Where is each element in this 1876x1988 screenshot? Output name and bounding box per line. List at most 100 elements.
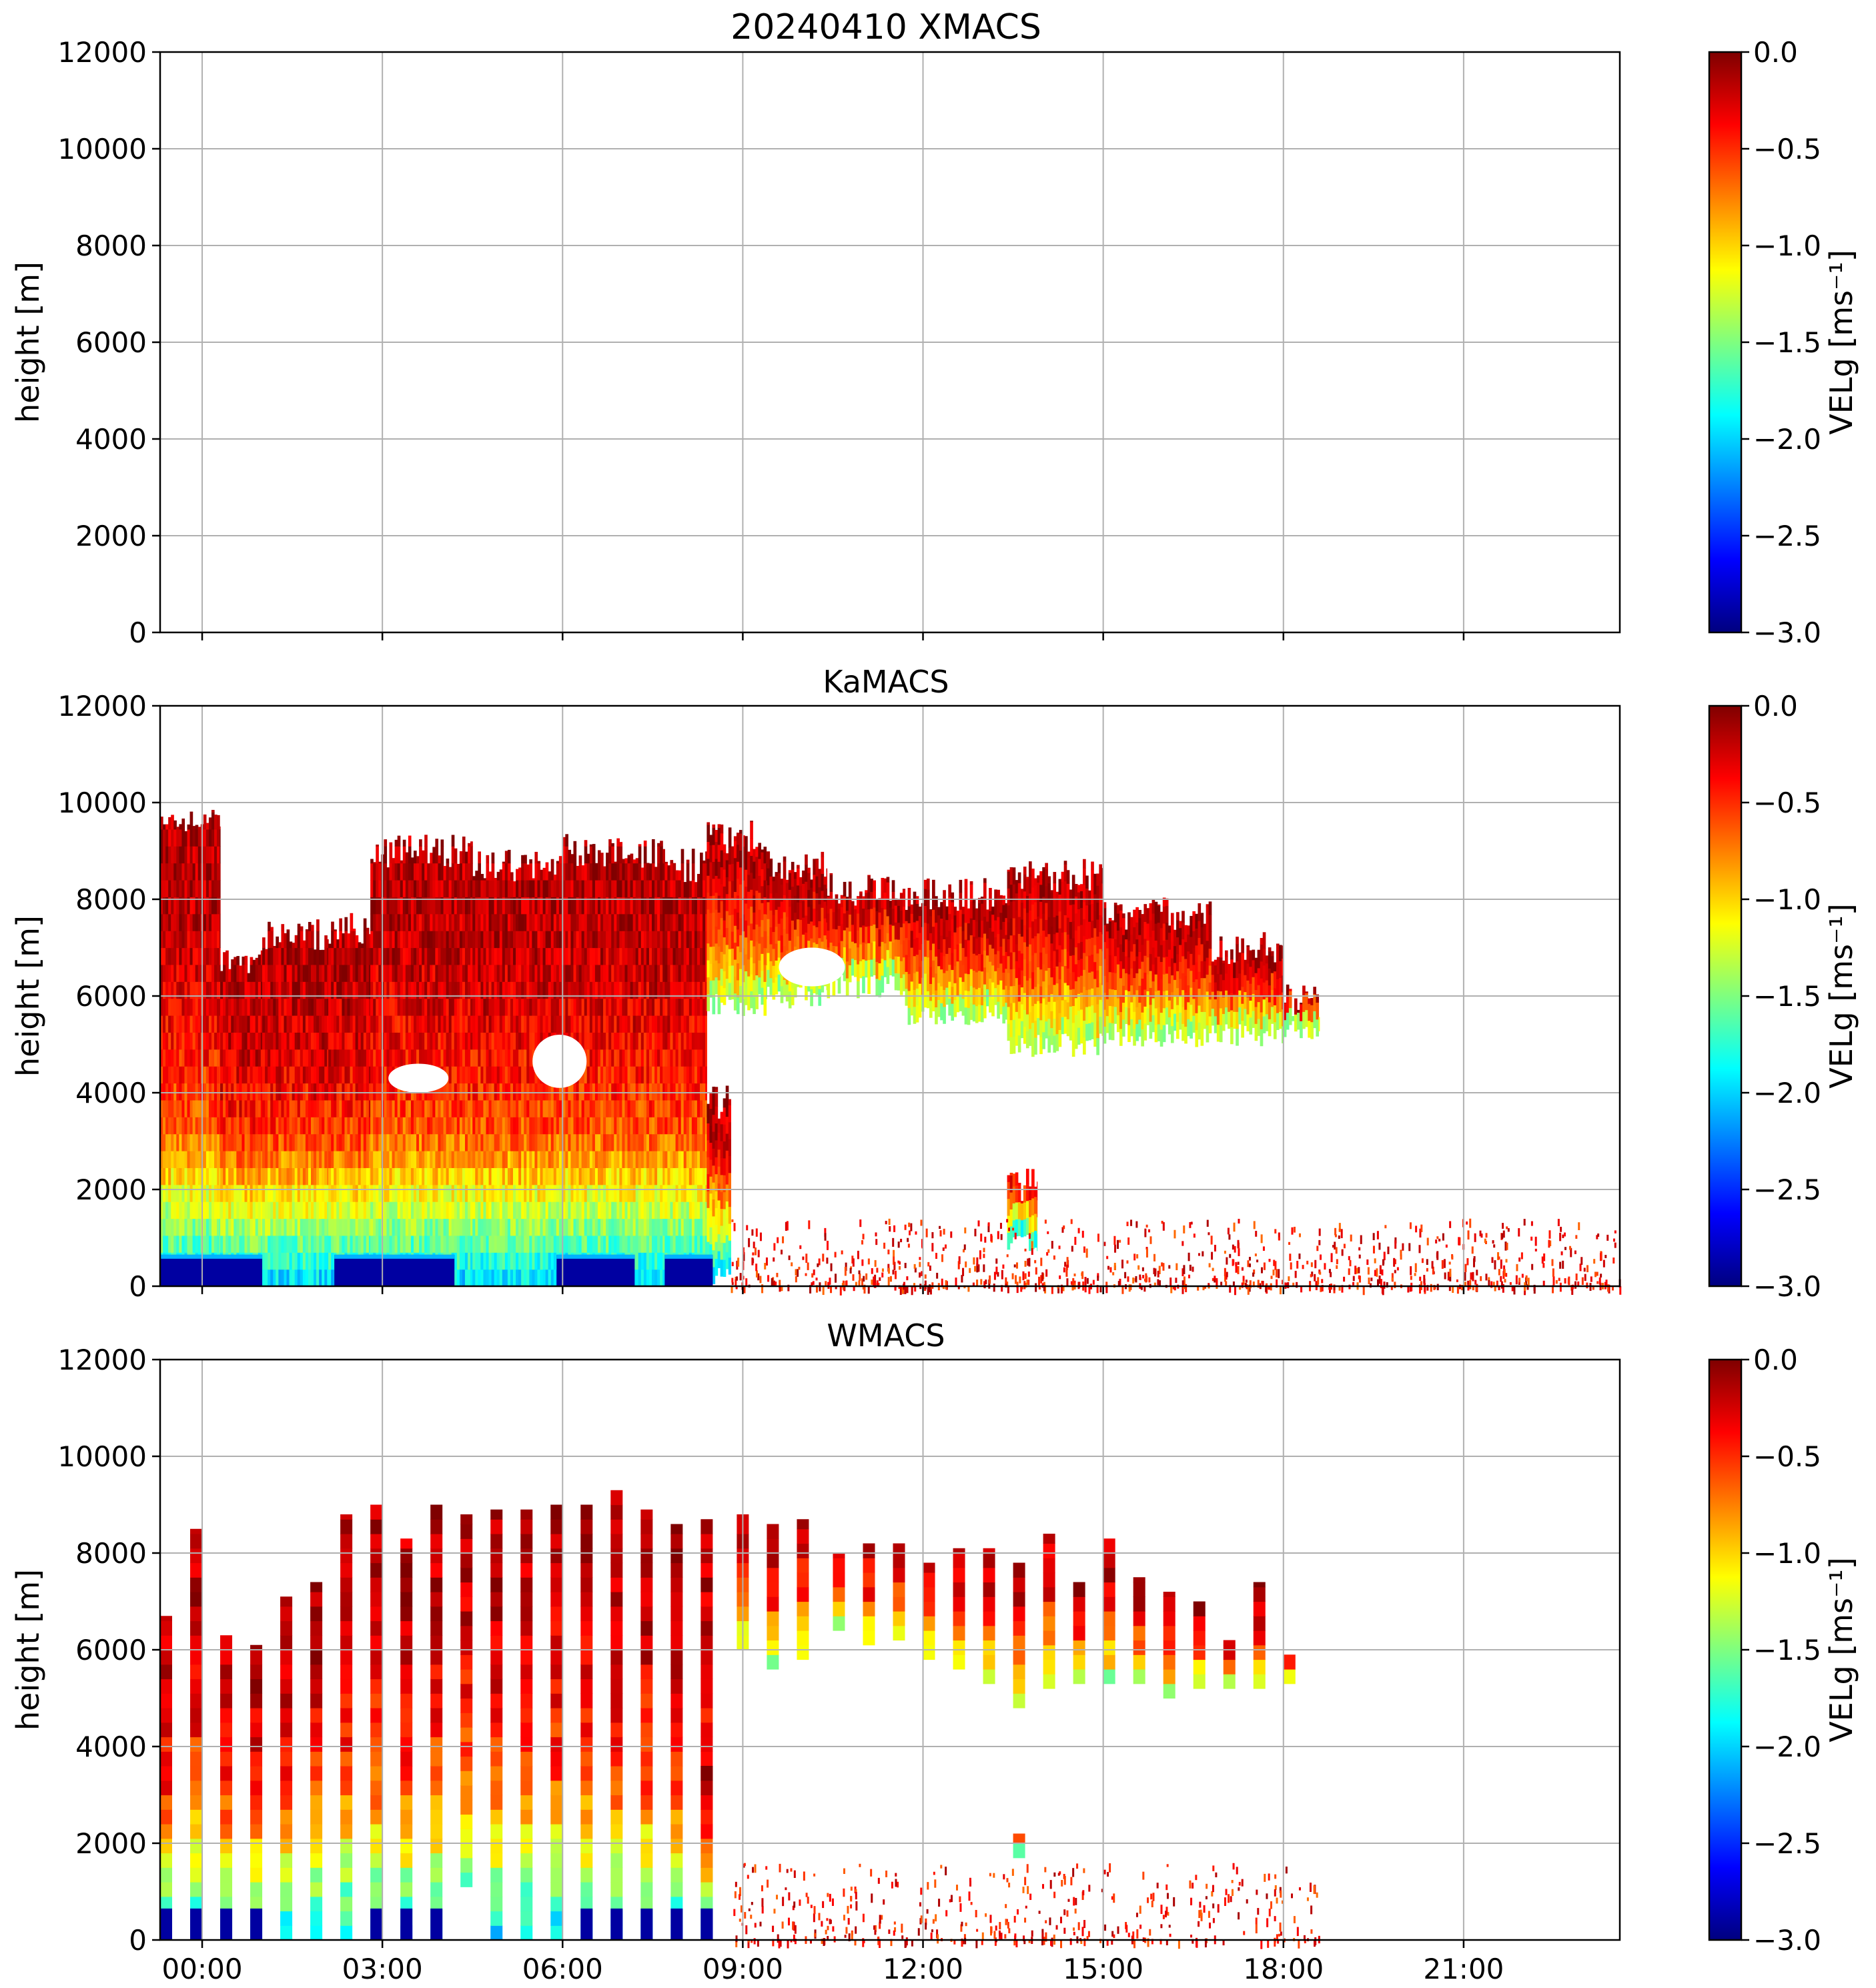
velocity-cell: [268, 964, 271, 982]
velocity-cell: [427, 1117, 430, 1135]
velocity-cell: [205, 1201, 209, 1219]
velocity-cell: [451, 1167, 455, 1185]
velocity-cell: [496, 897, 500, 915]
velocity-cell: [470, 1015, 473, 1033]
velocity-cell: [680, 998, 684, 1016]
velocity-cell: [242, 1167, 246, 1185]
velocity-cell: [622, 981, 626, 999]
velocity-cell: [179, 931, 183, 949]
velocity-cell: [233, 1151, 237, 1168]
velocity-cell: [270, 1235, 274, 1253]
velocity-cell: [594, 897, 598, 915]
velocity-cell: [171, 1015, 174, 1033]
velocity-cell: [195, 1083, 199, 1101]
velocity-cell: [480, 1083, 484, 1101]
velocity-cell: [252, 981, 256, 999]
velocity-cell: [480, 998, 484, 1016]
velocity-cell: [427, 1235, 430, 1253]
velocity-cell: [627, 981, 631, 999]
velocity-cell: [416, 947, 420, 965]
velocity-cell: [405, 1049, 409, 1067]
velocity-cell: [451, 931, 455, 949]
velocity-cell: [386, 998, 390, 1016]
velocity-cell: [171, 998, 174, 1016]
velocity-cell: [386, 981, 390, 999]
velocity-cell: [660, 1167, 663, 1185]
velocity-cell: [680, 1015, 684, 1033]
velocity-cell: [491, 1269, 495, 1287]
velocity-cell: [556, 981, 560, 999]
velocity-cell: [448, 1184, 452, 1202]
velocity-cell: [184, 1133, 188, 1151]
velocity-cell: [578, 1184, 582, 1202]
velocity-cell: [638, 897, 642, 915]
velocity-cell: [211, 1167, 215, 1185]
velocity-cell: [470, 1151, 473, 1168]
velocity-cell: [236, 964, 240, 982]
velocity-cell: [331, 1066, 334, 1084]
velocity-cell: [370, 897, 374, 915]
velocity-cell: [486, 880, 490, 897]
velocity-cell: [456, 1218, 460, 1236]
velocity-cell: [581, 931, 585, 949]
velocity-cell: [192, 826, 196, 830]
velocity-cell: [422, 964, 425, 982]
velocity-cell: [386, 964, 390, 982]
velocity-cell: [548, 871, 552, 881]
velocity-cell: [454, 947, 458, 965]
velocity-cell: [619, 913, 623, 931]
velocity-cell: [592, 897, 596, 915]
velocity-cell: [558, 1117, 562, 1135]
velocity-cell: [181, 880, 185, 897]
velocity-cell: [228, 998, 231, 1016]
velocity-cell: [410, 964, 414, 982]
velocity-cell: [334, 1117, 337, 1135]
velocity-cell: [584, 840, 588, 847]
velocity-cell: [316, 1235, 320, 1253]
velocity-cell: [646, 1252, 650, 1270]
velocity-cell: [419, 1184, 422, 1202]
velocity-cell: [410, 880, 414, 897]
velocity-cell: [258, 1066, 262, 1084]
velocity-cell: [181, 913, 185, 931]
velocity-cell: [360, 998, 364, 1016]
velocity-cell: [646, 1151, 650, 1168]
velocity-cell: [195, 1218, 199, 1236]
velocity-cell: [297, 947, 301, 965]
velocity-cell: [360, 1117, 364, 1135]
velocity-cell: [562, 880, 566, 897]
velocity-cell: [173, 880, 177, 897]
velocity-cell: [664, 913, 668, 931]
velocity-cell: [483, 931, 487, 949]
velocity-cell: [576, 1201, 580, 1219]
velocity-cell: [294, 1083, 298, 1101]
velocity-cell: [358, 964, 362, 982]
velocity-cell: [516, 964, 519, 982]
velocity-cell: [507, 998, 511, 1016]
velocity-cell: [521, 981, 524, 999]
velocity-cell: [165, 1218, 169, 1236]
velocity-cell: [205, 1015, 209, 1033]
velocity-cell: [468, 897, 471, 915]
velocity-cell: [600, 1167, 604, 1185]
velocity-cell: [586, 1066, 590, 1084]
velocity-cell: [608, 1099, 612, 1117]
velocity-cell: [491, 863, 495, 881]
velocity-cell: [472, 1117, 476, 1135]
velocity-cell: [168, 1133, 171, 1151]
velocity-cell: [228, 1117, 231, 1135]
velocity-cell: [507, 863, 511, 881]
velocity-cell: [187, 1133, 191, 1151]
velocity-cell: [622, 1099, 626, 1117]
velocity-cell: [472, 897, 476, 915]
velocity-cell: [250, 1117, 254, 1135]
velocity-cell: [176, 1099, 179, 1117]
velocity-cell: [464, 1083, 468, 1101]
velocity-cell: [192, 1201, 196, 1219]
velocity-cell: [606, 981, 609, 999]
velocity-cell: [402, 1235, 406, 1253]
velocity-cell: [430, 1117, 433, 1135]
velocity-cell: [187, 1167, 191, 1185]
velocity-cell: [627, 1218, 631, 1236]
velocity-cell: [553, 1099, 557, 1117]
